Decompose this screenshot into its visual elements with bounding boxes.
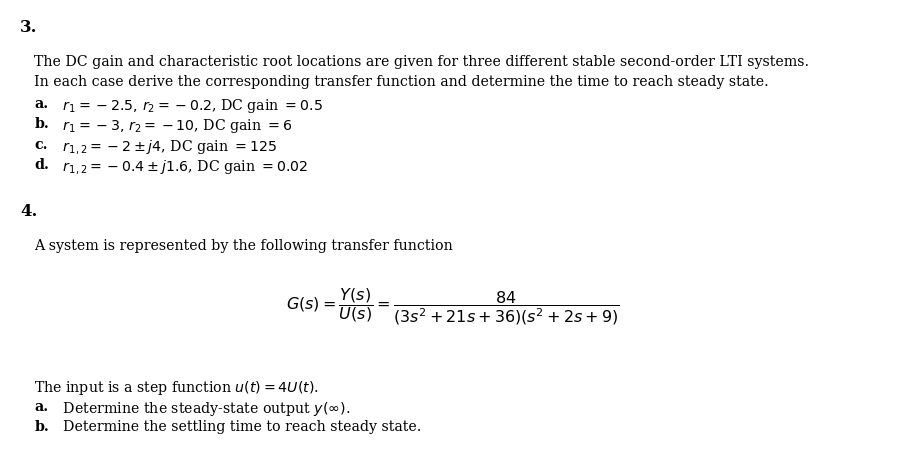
Text: Determine the settling time to reach steady state.: Determine the settling time to reach ste… [54, 419, 422, 433]
Text: In each case derive the corresponding transfer function and determine the time t: In each case derive the corresponding tr… [34, 75, 769, 89]
Text: A system is represented by the following transfer function: A system is represented by the following… [34, 239, 453, 253]
Text: $r_1 = -3,\, r_2 = -10$, DC gain $= 6$: $r_1 = -3,\, r_2 = -10$, DC gain $= 6$ [54, 117, 292, 135]
Text: d.: d. [34, 158, 49, 172]
Text: $r_{1,2} = -2 \pm j4$, DC gain $= 125$: $r_{1,2} = -2 \pm j4$, DC gain $= 125$ [54, 138, 277, 156]
Text: The input is a step function $u(t) = 4U(t)$.: The input is a step function $u(t) = 4U(… [34, 378, 319, 397]
Text: a.: a. [34, 399, 49, 413]
Text: $G(s) = \dfrac{Y(s)}{U(s)} = \dfrac{84}{(3s^2 + 21s + 36)(s^2 + 2s + 9)}$: $G(s) = \dfrac{Y(s)}{U(s)} = \dfrac{84}{… [286, 286, 619, 326]
Text: $r_1 = -2.5,\, r_2 = -0.2$, DC gain $= 0.5$: $r_1 = -2.5,\, r_2 = -0.2$, DC gain $= 0… [54, 97, 323, 115]
Text: Determine the steady-state output $y(\infty)$.: Determine the steady-state output $y(\in… [54, 399, 350, 417]
Text: a.: a. [34, 97, 49, 110]
Text: $r_{1,2} = -0.4 \pm j1.6$, DC gain $= 0.02$: $r_{1,2} = -0.4 \pm j1.6$, DC gain $= 0.… [54, 158, 309, 176]
Text: 3.: 3. [20, 19, 37, 36]
Text: b.: b. [34, 117, 49, 131]
Text: The DC gain and characteristic root locations are given for three different stab: The DC gain and characteristic root loca… [34, 55, 809, 69]
Text: c.: c. [34, 138, 48, 151]
Text: b.: b. [34, 419, 49, 433]
Text: 4.: 4. [20, 202, 37, 219]
